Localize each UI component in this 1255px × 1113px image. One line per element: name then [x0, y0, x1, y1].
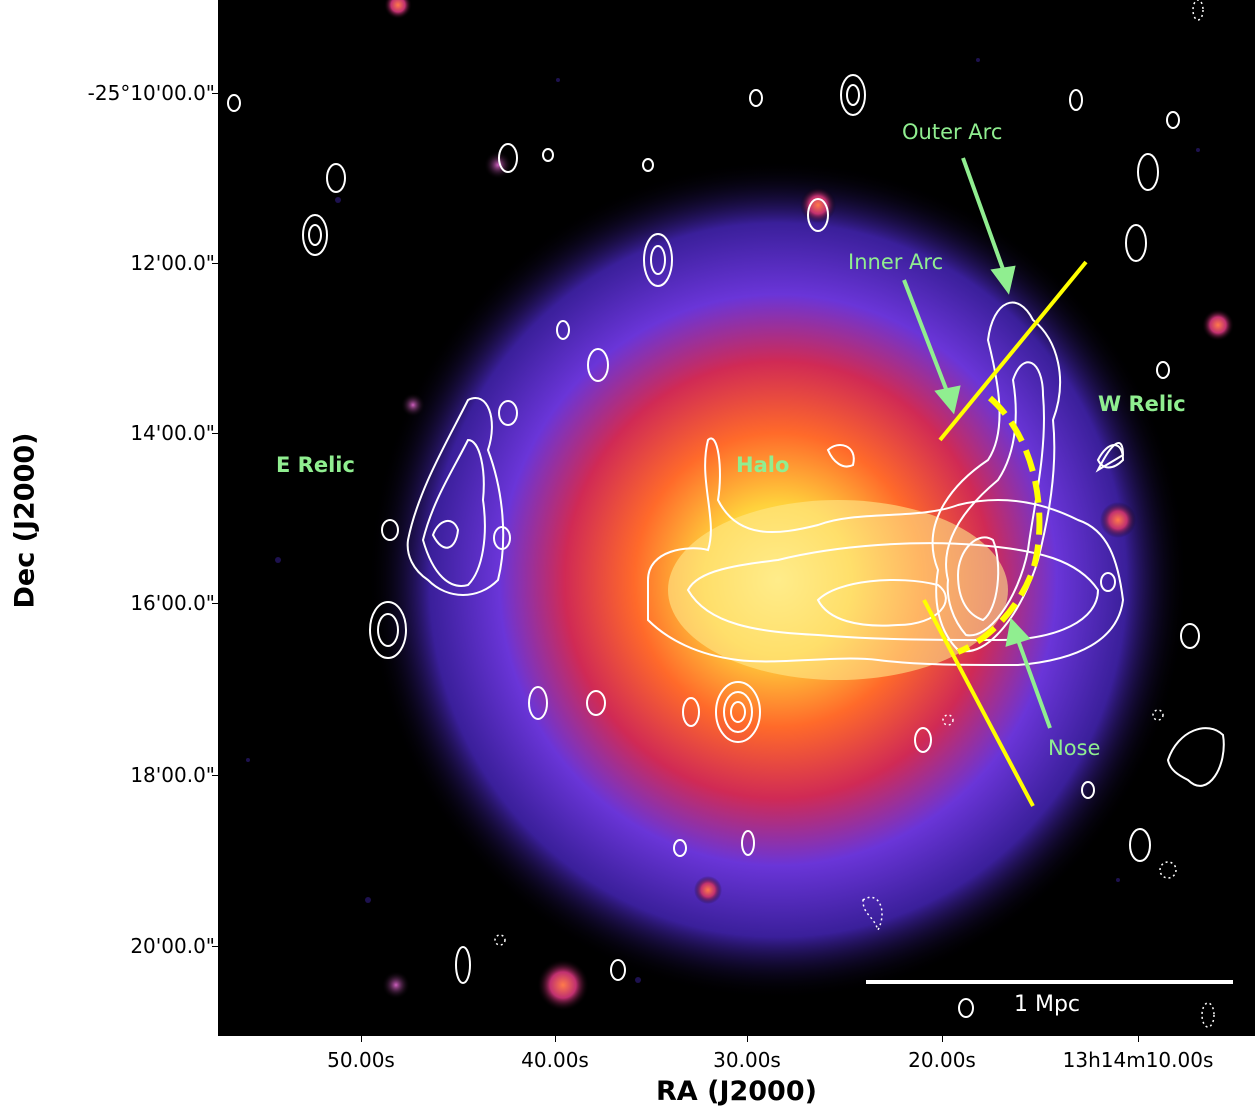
- point-source: [694, 876, 722, 904]
- y-tick-mark: [212, 946, 218, 947]
- x-tick-label: 20.00s: [908, 1048, 976, 1072]
- xray-core: [668, 500, 1008, 680]
- point-source: [537, 959, 589, 1011]
- x-tick-mark: [747, 1036, 748, 1042]
- image-panel: Outer Arc Inner Arc W Relic E Relic Halo…: [218, 0, 1255, 1036]
- nose-label: Nose: [1048, 736, 1101, 760]
- halo-label: Halo: [736, 453, 790, 477]
- x-tick-label: 13h14m10.00s: [1062, 1048, 1214, 1072]
- annotation-arrows: [902, 157, 1052, 729]
- x-tick-mark: [555, 1036, 556, 1042]
- w-relic-label: W Relic: [1098, 392, 1186, 416]
- x-tick-mark: [1138, 1036, 1139, 1042]
- y-tick-label: 14'00.0": [130, 421, 215, 445]
- point-source: [384, 0, 412, 19]
- y-tick-label: 16'00.0": [130, 591, 215, 615]
- point-source: [800, 187, 836, 223]
- x-tick-label: 40.00s: [521, 1048, 589, 1072]
- y-tick-label: 18'00.0": [130, 763, 215, 787]
- y-tick-mark: [212, 775, 218, 776]
- y-tick-label: -25°10'00.0": [87, 81, 215, 105]
- outer-arc-label: Outer Arc: [902, 120, 1003, 144]
- x-tick-label: 50.00s: [327, 1048, 395, 1072]
- y-tick-mark: [212, 603, 218, 604]
- y-tick-mark: [212, 93, 218, 94]
- x-tick-mark: [942, 1036, 943, 1042]
- scale-bar-label: 1 Mpc: [1014, 992, 1081, 1017]
- shock-markers: [922, 260, 1088, 807]
- y-tick-mark: [212, 263, 218, 264]
- sky-image: [227, 0, 1234, 1028]
- background-noise: [246, 58, 1200, 983]
- y-tick-label: 20'00.0": [130, 934, 215, 958]
- inner-arc-label: Inner Arc: [848, 250, 944, 274]
- point-source: [484, 151, 512, 179]
- point-source: [382, 971, 410, 999]
- negative-contours: [494, 0, 1215, 1028]
- x-tick-mark: [361, 1036, 362, 1042]
- y-tick-mark: [212, 433, 218, 434]
- y-axis-label: Dec (J2000): [9, 432, 41, 609]
- y-tick-label: 12'00.0": [130, 251, 215, 275]
- e-relic-label: E Relic: [276, 453, 355, 477]
- x-tick-label: 30.00s: [713, 1048, 781, 1072]
- point-source: [1202, 309, 1234, 341]
- point-source: [1100, 502, 1136, 538]
- x-axis-label: RA (J2000): [656, 1076, 817, 1107]
- point-source: [401, 393, 425, 417]
- radio-contours: [227, 74, 1225, 1018]
